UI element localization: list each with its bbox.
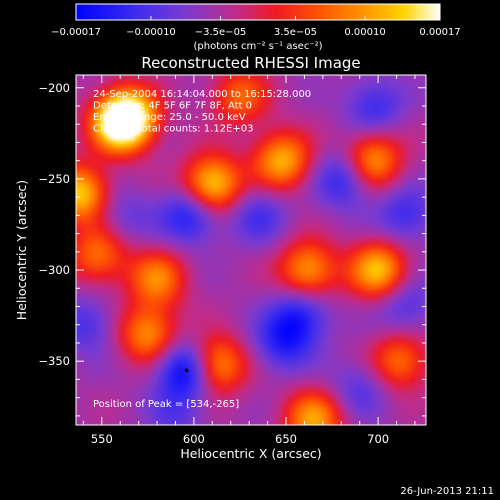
x-axis: 550 600 650 700 — [82, 75, 416, 446]
colorbar-tick-label: −0.00010 — [126, 27, 176, 38]
info-line: Energy Range: 25.0 - 50.0 keV — [93, 112, 246, 123]
info-line: Detectors: 4F 5F 6F 7F 8F, Att 0 — [93, 101, 252, 112]
colorbar-tick-label: −0.00017 — [51, 27, 101, 38]
x-tick-label: 650 — [275, 432, 297, 446]
y-tick-label: −350 — [38, 354, 70, 368]
colorbar-ticks: −0.00017 −0.00010 −3.5e−05 3.5e−05 0.00010 0.… — [51, 16, 461, 38]
x-tick-label: 700 — [367, 432, 389, 446]
colorbar: −0.00017 −0.00010 −3.5e−05 3.5e−05 0.00010 0.… — [51, 3, 461, 52]
heatmap-image — [76, 75, 426, 425]
colorbar-gradient — [75, 3, 441, 21]
x-tick-label: 600 — [183, 432, 205, 446]
y-tick-label: −250 — [38, 172, 70, 186]
y-axis-label: Heliocentric Y (arcsec) — [14, 180, 29, 320]
y-axis: −200 −250 −300 −350 — [38, 81, 426, 417]
y-tick-label: −300 — [38, 263, 70, 277]
colorbar-unit-label: (photons cm⁻² s⁻¹ asec⁻²) — [193, 41, 322, 52]
colorbar-tick-label: −3.5e−05 — [195, 27, 247, 38]
colorbar-tick-label: 3.5e−05 — [274, 27, 317, 38]
info-line: Clean Total counts: 1.12E+03 — [93, 124, 253, 135]
footer-timestamp: 26-Jun-2013 21:11 — [400, 486, 494, 497]
heatmap-raster — [76, 75, 426, 425]
plot-frame — [75, 74, 427, 426]
colorbar-tick-label: 0.00010 — [344, 27, 385, 38]
chart-title: Reconstructed RHESSI Image — [141, 54, 360, 72]
observation-info: 24-Sep-2004 16:14:04.000 to 16:15:28.000… — [93, 89, 311, 135]
x-axis-label: Heliocentric X (arcsec) — [180, 446, 321, 461]
x-tick-label: 550 — [91, 432, 113, 446]
peak-marker — [184, 368, 189, 373]
info-line: 24-Sep-2004 16:14:04.000 to 16:15:28.000 — [93, 89, 311, 100]
colorbar-tick-label: 0.00017 — [419, 27, 460, 38]
peak-position-label: Position of Peak = [534,-265] — [93, 399, 239, 410]
y-tick-label: −200 — [38, 81, 70, 95]
